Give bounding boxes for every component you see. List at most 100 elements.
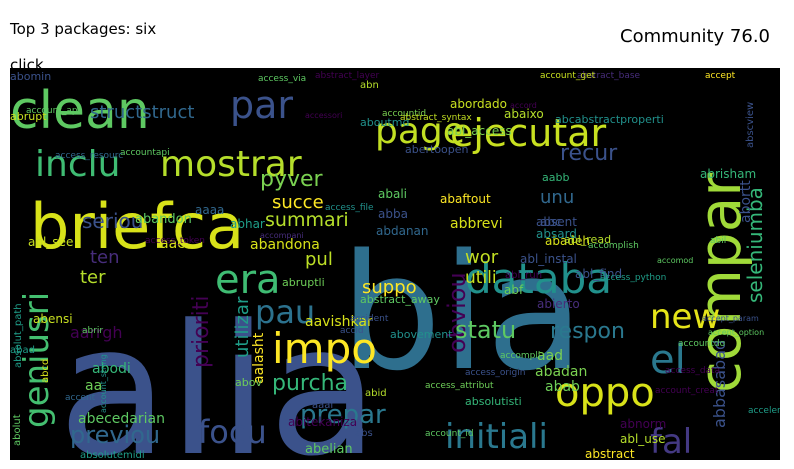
word-utili: utili <box>465 268 497 288</box>
word-abl-run: abl_run <box>505 270 542 281</box>
word-absard: absard <box>536 227 577 241</box>
word-accid: accid <box>340 326 364 336</box>
word-abstract-layer: abstract_layer <box>315 71 380 81</box>
word-abadeh: abadeh <box>545 234 590 248</box>
word-databa: databa <box>465 254 612 303</box>
word-recur: recur <box>560 141 618 166</box>
word-abrupt: abrupt <box>10 110 47 123</box>
word-abierto: abierto <box>537 297 580 311</box>
word-par: par <box>230 83 293 127</box>
word-abrir: abrir <box>82 326 103 336</box>
word-clean: clean <box>10 81 150 141</box>
word-era: era <box>215 257 281 303</box>
word-abid: abid <box>365 388 387 399</box>
word-abomin: abomin <box>10 70 51 83</box>
word-page: page <box>375 111 465 152</box>
word-succe: succe <box>272 192 324 213</box>
word-aarrgh: aarrgh <box>70 323 123 342</box>
word-seriou: seriou <box>82 209 143 233</box>
word-abad: abad <box>10 345 35 356</box>
word-impo: impo <box>272 324 377 373</box>
word-aac: aac <box>160 236 185 252</box>
word-absolutisti: absolutisti <box>465 395 522 408</box>
word-abstract: abstract <box>585 447 635 460</box>
word-abrisham: abrisham <box>700 167 756 181</box>
word-abscview: abscview <box>745 102 756 148</box>
word-abl-use: abl_use <box>620 432 666 446</box>
word-accountapi: accountapi <box>120 148 170 158</box>
word-inclu: inclu <box>35 144 120 185</box>
word-briefca: briefca <box>30 190 244 263</box>
word-access-data: access_data <box>665 366 720 376</box>
word-accident: accident <box>350 314 389 324</box>
word-abab: abab <box>545 379 580 395</box>
word-prepar: prepar <box>300 400 386 430</box>
word-pau: pau <box>255 293 315 331</box>
word-new: new <box>650 297 720 337</box>
word-fal: fal <box>650 422 692 460</box>
word-access-file: access_file <box>325 203 374 213</box>
word-pyver: pyver <box>260 167 324 192</box>
word-prioriti: prioriti <box>189 296 214 368</box>
word-abstract-syntax: abstract_syntax <box>400 113 472 123</box>
word-abaixo: abaixo <box>504 107 544 121</box>
word-abelian: abelian <box>305 442 353 457</box>
word-el: el <box>650 337 686 383</box>
word-abadan: abadan <box>535 364 587 380</box>
word-summari: summari <box>265 209 349 231</box>
word-abhar: abhar <box>230 217 265 231</box>
word-oppo: oppo <box>555 370 655 416</box>
word-abs: abs <box>355 428 373 439</box>
word-abbrevi: abbrevi <box>450 216 503 232</box>
word-abstract-base: abstract_base <box>577 71 641 81</box>
word-abertoopen: abertoopen <box>405 143 469 156</box>
word-focu: focu <box>198 413 267 451</box>
word-aaaa: aaaa <box>195 203 224 217</box>
word-accompli: accompli <box>500 351 540 361</box>
word-suppo: suppo <box>362 277 417 298</box>
word-utilizar: utilizar <box>232 296 253 358</box>
word-acceler: acceler <box>748 406 780 416</box>
word-pul: pul <box>305 249 333 270</box>
word-account-id: account_id <box>425 429 474 439</box>
word-abdanan: abdanan <box>376 224 429 238</box>
word-accomod: accomod <box>657 256 693 265</box>
word-account-api: account_api <box>26 106 80 116</box>
word-abali: abali <box>378 187 407 201</box>
word-abc: abc <box>540 215 562 229</box>
word-respon: respon <box>550 319 625 344</box>
word-initiali: initiali <box>445 417 548 457</box>
word-aad: aad <box>537 348 563 364</box>
word-access-python: access_python <box>600 273 666 283</box>
word-structstruct: structstruct <box>90 102 194 123</box>
word-abba: abba <box>378 207 408 221</box>
word-aavishkar: aavishkar <box>305 314 373 330</box>
word-accent: accent <box>65 393 96 403</box>
word-absolutemidi: absolutemidi <box>80 450 145 460</box>
word-abov: abov <box>235 376 262 389</box>
word-accountid: accountid <box>382 109 426 119</box>
word-abensi: abensi <box>33 312 73 326</box>
word-abl-access: abl_access <box>447 124 512 138</box>
word-aalasht: aalasht <box>251 332 267 384</box>
word-abordado: abordado <box>450 97 507 111</box>
word-aabb: aabb <box>542 171 569 184</box>
word-abn: abn <box>360 80 379 91</box>
word-abl-instal: abl_instal <box>520 252 577 266</box>
community-label: Community 76.0 <box>620 26 770 47</box>
word-abolut: abolut <box>12 414 23 446</box>
word-abl-see: abl_see <box>28 235 73 249</box>
word-abecedarian: abecedarian <box>78 411 165 427</box>
word-statu: statu <box>455 316 516 344</box>
word-accomplish: accomplish <box>588 241 639 251</box>
word-accept-option: accept_option <box>708 328 764 337</box>
title-line-1: Top 3 packages: six <box>10 20 157 38</box>
word-account-creat: account_creat <box>655 386 719 396</box>
word-abcd: abcd <box>40 359 51 383</box>
word-access-origin: access_origin <box>465 368 525 378</box>
word-abruptli: abruptli <box>282 276 325 289</box>
word-accountdo: accountdo <box>678 339 726 349</box>
word-aaai: aaai <box>312 400 333 411</box>
word-accept-param: accept_param <box>702 314 759 323</box>
